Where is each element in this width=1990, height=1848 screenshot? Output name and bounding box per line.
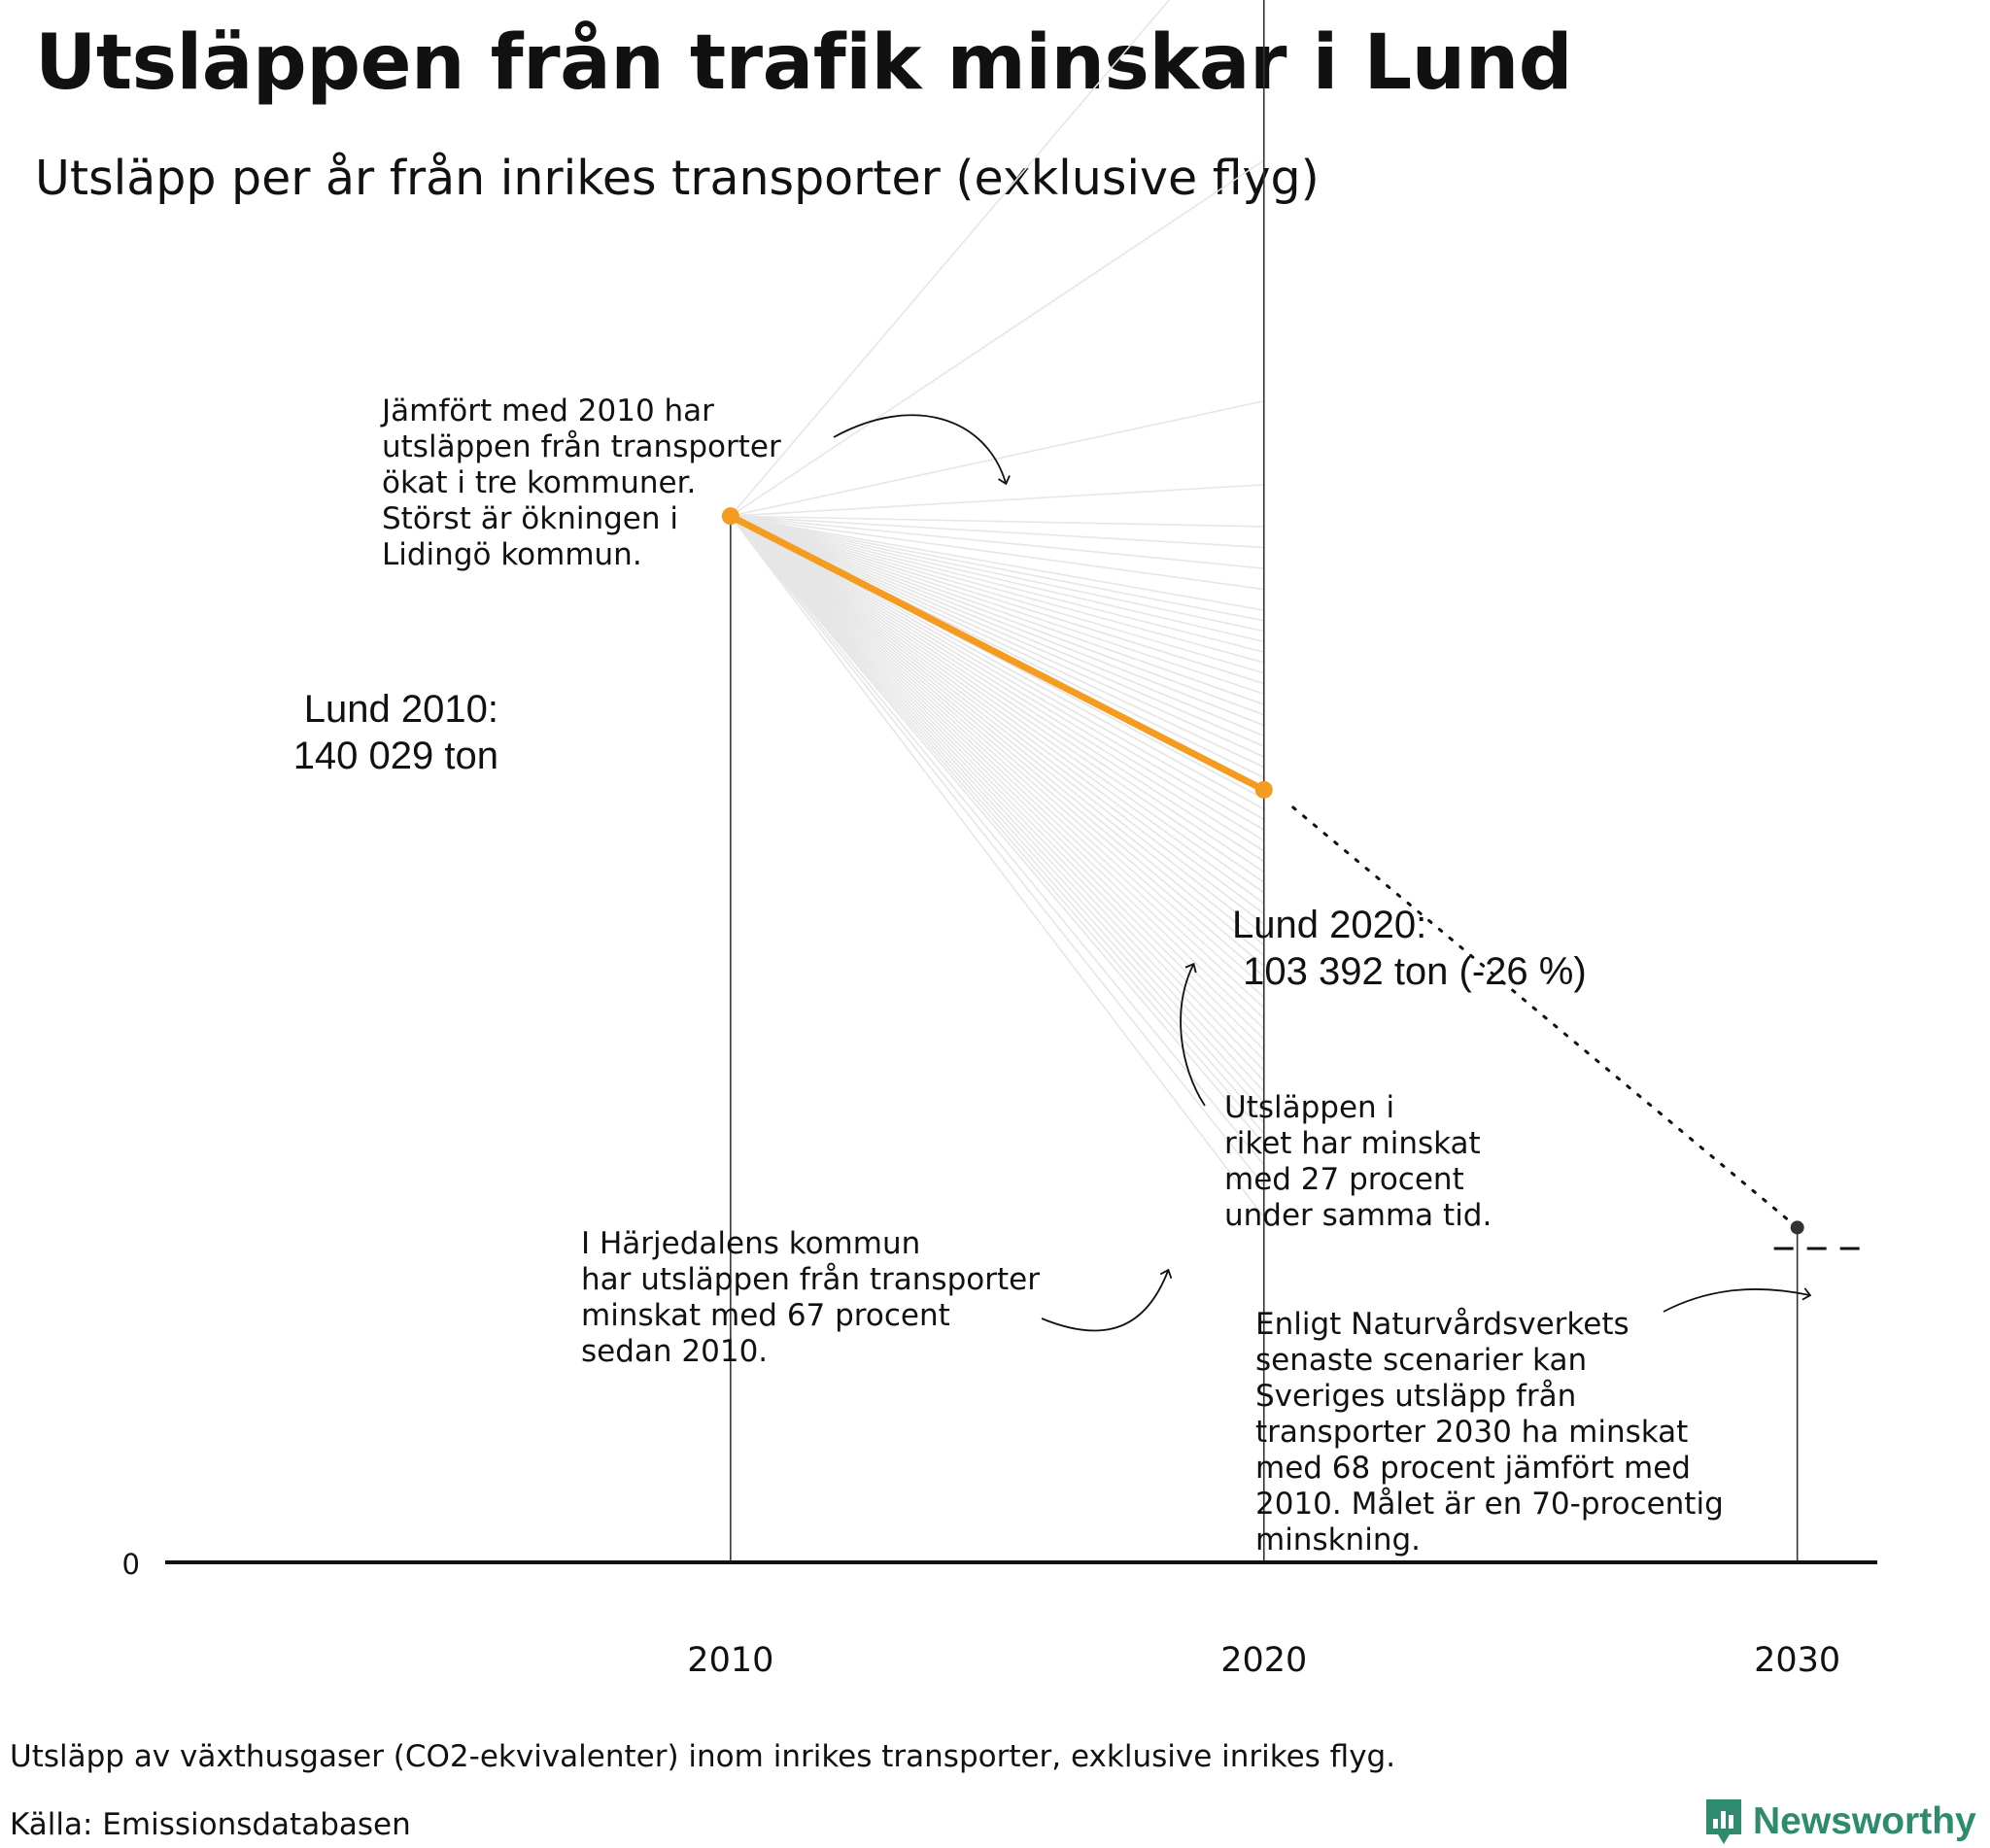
municipality-line-13 [730, 515, 1264, 664]
municipality-line-69 [730, 515, 1265, 967]
national-annotation-arrow [1180, 962, 1206, 1107]
lund-2020-point [1254, 780, 1273, 799]
lund-2010-point [721, 507, 739, 526]
municipality-line-87 [730, 515, 1265, 1145]
municipality-line-78 [730, 515, 1265, 1050]
municipality-line-47 [730, 515, 1265, 852]
municipality-line-0 [730, 0, 1171, 517]
municipality-line-57 [730, 515, 1265, 905]
projection-2030-point [1790, 1220, 1804, 1235]
municipality-line-25 [730, 515, 1265, 737]
municipality-line-85 [730, 515, 1265, 1124]
lund-line [727, 512, 1268, 794]
municipality-line-14 [730, 515, 1264, 674]
municipality-line-1 [730, 159, 1265, 517]
municipality-line-2 [730, 399, 1264, 517]
municipality-line-43 [730, 515, 1265, 831]
municipality-line-59 [730, 515, 1265, 915]
municipality-line-49 [730, 515, 1265, 863]
municipality-line-12 [730, 515, 1264, 653]
municipality-line-82 [730, 515, 1265, 1092]
harjedalen-annotation: I Härjedalens kommun har utsläppen från … [581, 1226, 1040, 1369]
municipality-line-76 [730, 515, 1265, 1030]
municipality-line-63 [730, 515, 1265, 936]
municipality-line-45 [730, 515, 1265, 841]
municipality-line-72 [730, 515, 1265, 988]
lund-2010-label: Lund 2010: 140 029 ton [292, 688, 498, 777]
scenario-annotation: Enligt Naturvårdsverkets senaste scenari… [1255, 1307, 1724, 1557]
scenario-annotation-arrow [1663, 1287, 1812, 1313]
municipality-line-81 [730, 515, 1265, 1082]
municipality-line-89 [730, 515, 1265, 1186]
x-tick-label-2010: 2010 [687, 1641, 773, 1680]
municipality-line-41 [730, 515, 1265, 821]
municipality-line-23 [730, 515, 1265, 727]
municipality-line-7 [730, 515, 1264, 591]
municipality-line-73 [730, 515, 1265, 999]
municipality-line-88 [730, 515, 1265, 1166]
municipality-line-19 [730, 515, 1265, 705]
municipality-line-75 [730, 515, 1265, 1019]
newsworthy-logo-text: Newsworthy [1753, 1800, 1976, 1842]
municipality-line-53 [730, 515, 1265, 883]
x-tick-label-2030: 2030 [1754, 1641, 1840, 1680]
increase-annotation-arrow [833, 414, 1011, 486]
municipality-line-4 [730, 515, 1264, 528]
municipality-line-71 [730, 515, 1265, 977]
source-note: Källa: Emissionsdatabasen [10, 1807, 411, 1842]
municipality-line-10 [730, 515, 1264, 633]
municipality-line-9 [730, 515, 1264, 622]
x-tick-label-2020: 2020 [1220, 1641, 1307, 1680]
municipality-line-80 [730, 515, 1265, 1072]
municipality-line-86 [730, 515, 1265, 1135]
municipality-line-21 [730, 515, 1265, 716]
municipality-line-27 [730, 515, 1265, 747]
national-projection-line [1291, 805, 1800, 1229]
municipality-line-90 [730, 515, 1265, 1218]
municipality-line-84 [730, 515, 1265, 1113]
chart-title: Utsläppen från trafik minskar i Lund [35, 19, 1573, 107]
municipality-line-29 [730, 515, 1265, 758]
municipality-line-79 [730, 515, 1265, 1061]
municipality-line-83 [730, 515, 1265, 1103]
national-annotation: Utsläppen i riket har minskat med 27 pro… [1224, 1090, 1492, 1233]
municipality-line-74 [730, 515, 1265, 1009]
harjedalen-annotation-arrow [1041, 1268, 1173, 1332]
municipality-line-55 [730, 515, 1265, 894]
y-tick-label-0: 0 [122, 1548, 140, 1581]
municipality-line-77 [730, 515, 1265, 1041]
lund-2020-label: Lund 2020: 103 392 ton (-26 %) [1232, 904, 1587, 993]
municipality-line-61 [730, 515, 1265, 925]
municipality-line-67 [730, 515, 1265, 957]
municipality-line-11 [730, 515, 1264, 643]
municipality-line-6 [730, 515, 1264, 569]
municipality-line-17 [730, 515, 1265, 695]
newsworthy-logo: Newsworthy [1702, 1796, 1976, 1848]
chart-subtitle: Utsläpp per år från inrikes transporter … [35, 151, 1320, 206]
increase-annotation: Jämfört med 2010 har utsläppen från tran… [382, 394, 781, 572]
municipality-line-16 [730, 515, 1264, 685]
background-lines [730, 0, 1265, 1218]
municipality-line-65 [730, 515, 1265, 946]
municipality-line-3 [730, 484, 1264, 517]
municipality-line-5 [730, 515, 1264, 549]
footnote: Utsläpp av växthusgaser (CO2-ekvivalente… [10, 1739, 1396, 1774]
newsworthy-logo-icon [1706, 1799, 1741, 1844]
municipality-line-51 [730, 515, 1265, 873]
municipality-line-8 [730, 515, 1264, 611]
